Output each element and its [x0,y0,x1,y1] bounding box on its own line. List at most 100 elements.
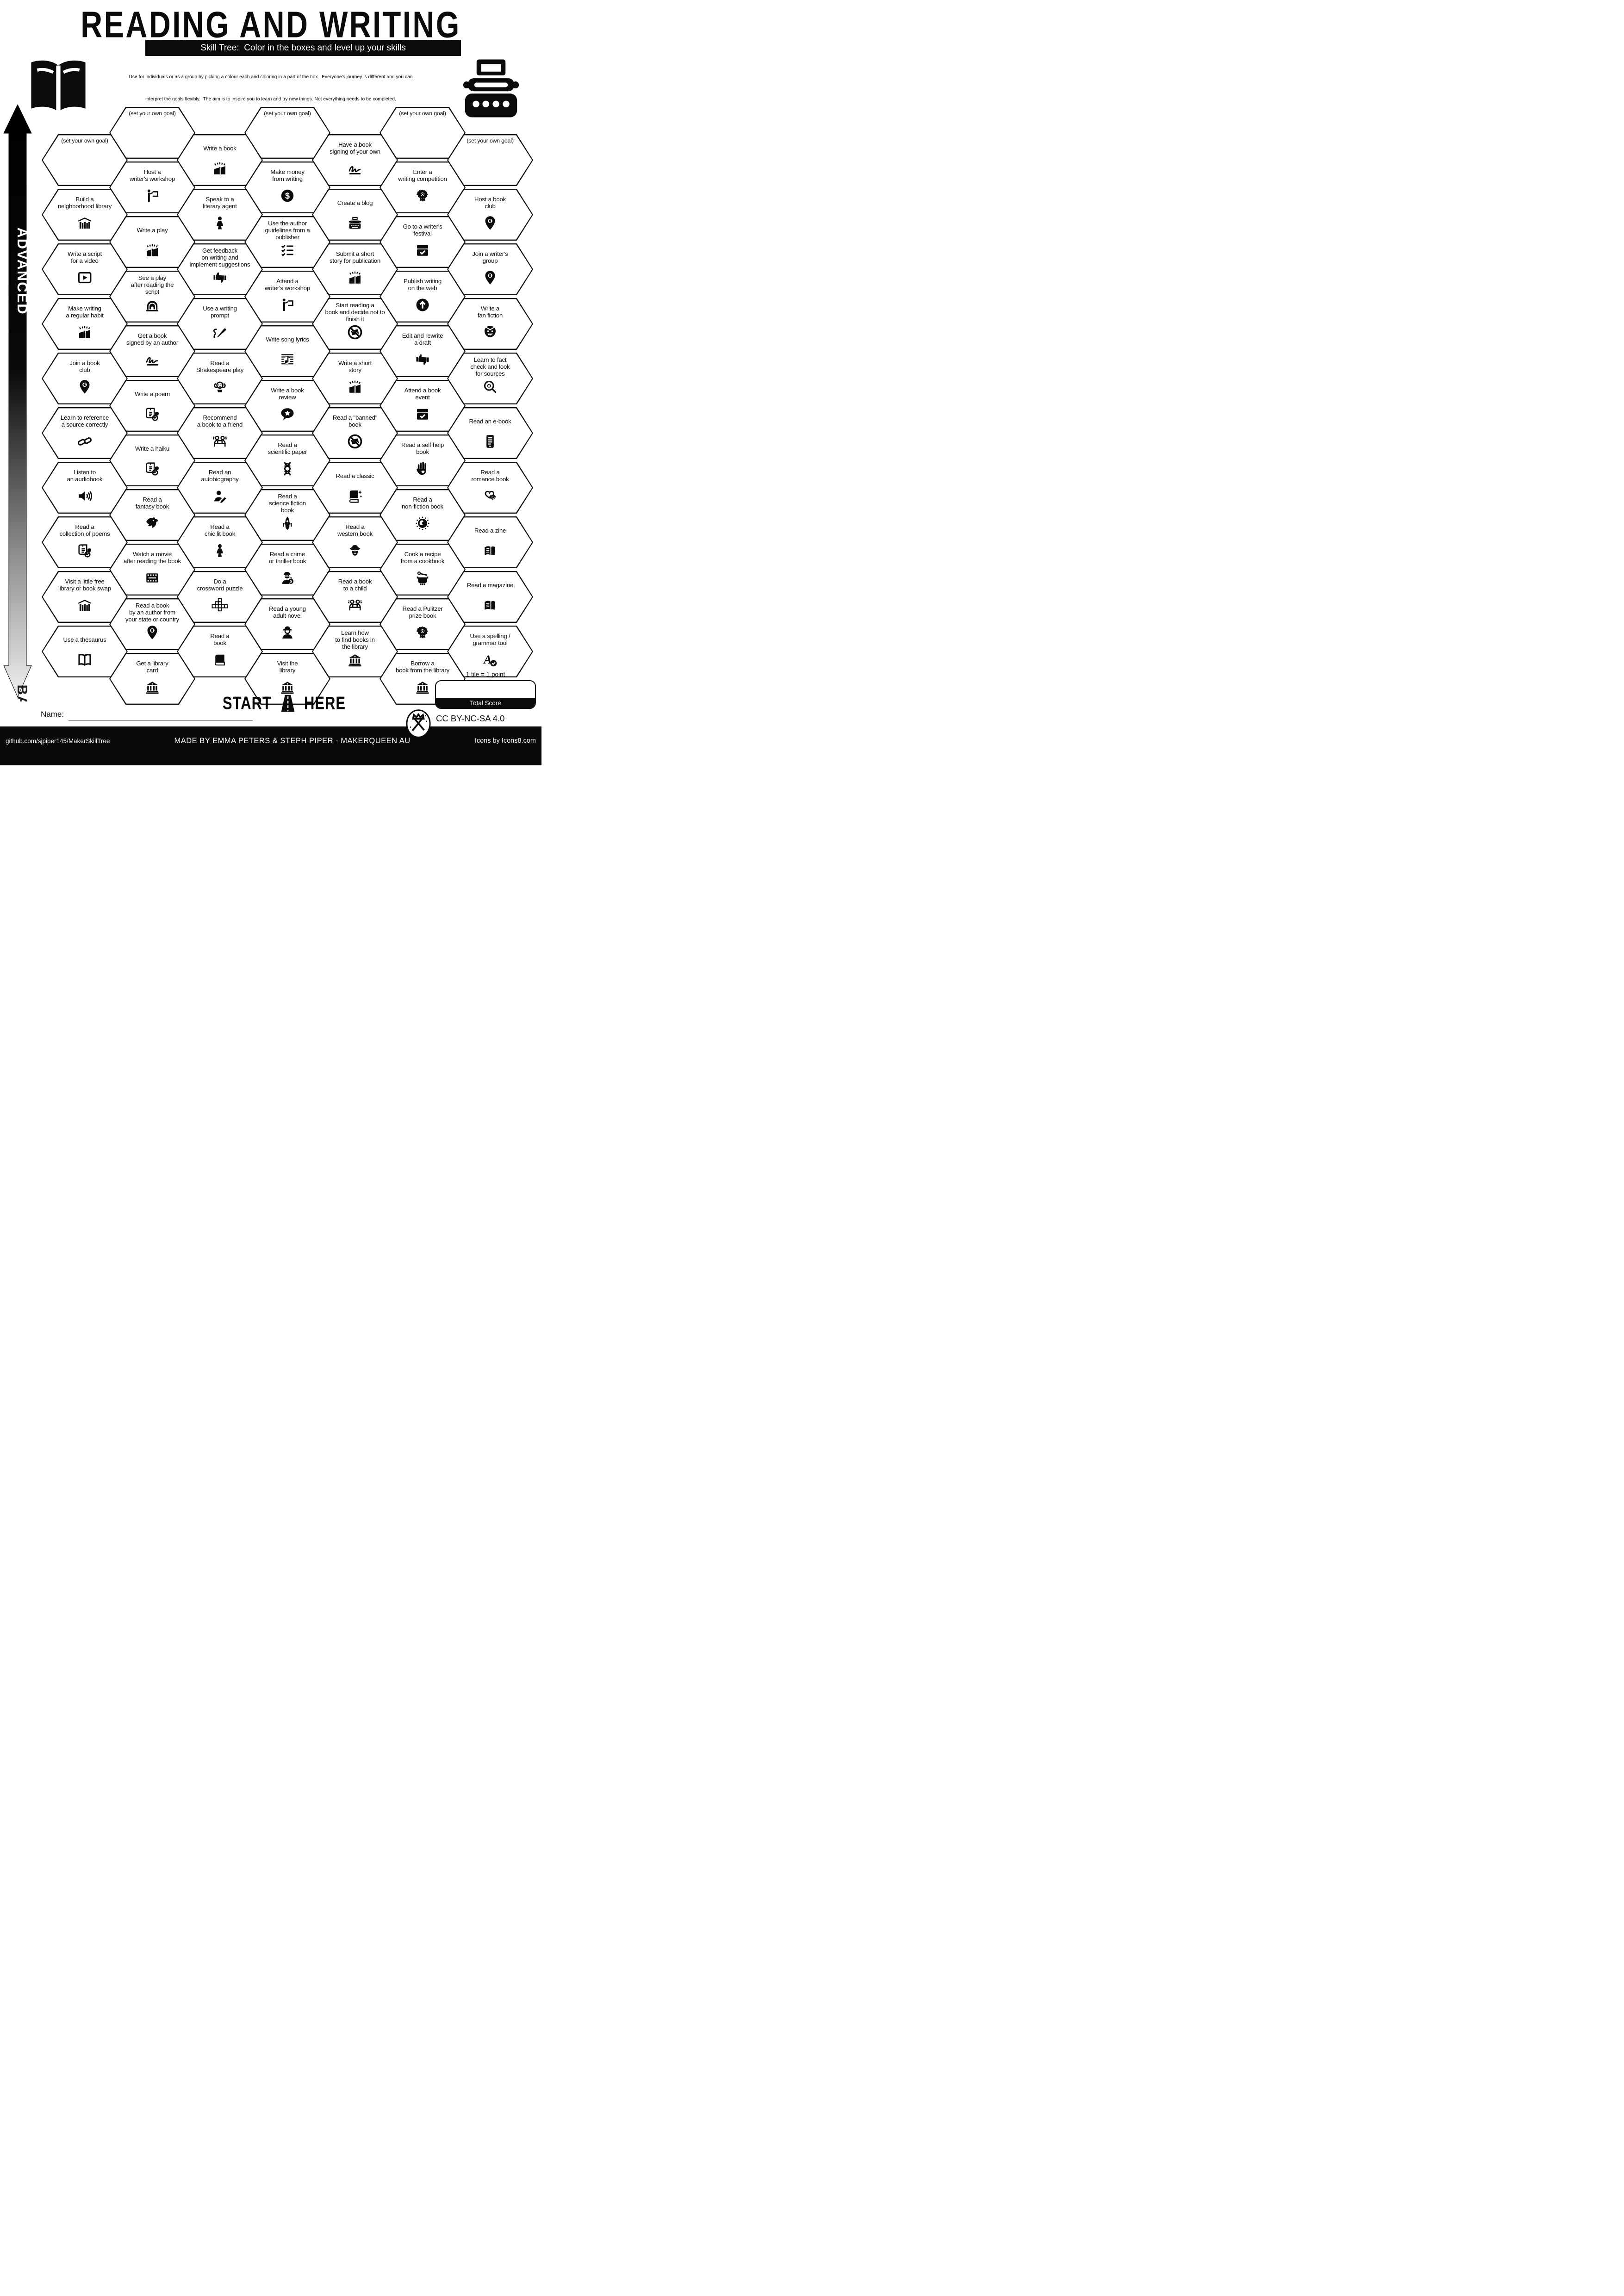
hex-tile[interactable]: Enter a writing competition [380,161,466,213]
hex-tile[interactable]: Use a writing prompt [177,298,263,350]
hex-tile[interactable]: Use a thesaurus [42,626,128,677]
hex-tile[interactable]: Read a young adult novel [244,598,330,650]
hex-tile-label: Borrow a book from the library [395,660,449,674]
hex-tile[interactable]: Make writing a regular habit [42,298,128,350]
hex-tile-label: Read a scientific paper [268,441,307,456]
hex-tile[interactable]: Read a collection of poems [42,516,128,568]
hex-tile[interactable]: Build a neighborhood library [42,189,128,241]
hex-tile[interactable]: Learn how to find books in the library [312,626,398,677]
hex-tile[interactable]: Use the author guidelines from a publish… [244,216,330,268]
thumbs-icon [414,351,431,368]
hex-tile[interactable]: Get a book signed by an author [109,325,195,377]
hex-tile[interactable]: Do a crossword puzzle [177,571,263,623]
signature-icon [144,351,161,368]
hex-tile[interactable]: Read a crime or thriller book $ [244,544,330,596]
hex-tile[interactable]: Read a classic [312,462,398,514]
hex-tile[interactable]: Read a magazine [447,571,533,623]
hex-tile[interactable]: Attend a book event [380,380,466,432]
hex-tile[interactable]: Join a book club [42,353,128,404]
description-line1: Use for individuals or as a group by pic… [129,74,413,80]
hex-tile[interactable]: Write a fan fiction [447,298,533,350]
hex-tile[interactable]: Join a writer's group [447,243,533,295]
hex-tile[interactable]: Read a book [177,626,263,677]
hex-tile[interactable]: Learn to fact check and look for sources [447,353,533,404]
hex-tile[interactable]: Read an autobiography [177,462,263,514]
hex-tile[interactable]: Publish writing on the web [380,271,466,323]
hex-tile[interactable]: Host a book club [447,189,533,241]
hex-tile[interactable]: Read a scientific paper [244,434,330,486]
hex-tile[interactable]: See a play after reading the script [109,271,195,323]
hex-tile[interactable]: Read a Shakespeare play [177,353,263,404]
hex-tile[interactable]: Start reading a book and decide not to f… [312,298,398,350]
hex-tile[interactable]: Learn to reference a source correctly [42,407,128,459]
hex-tile[interactable]: Read a book to a child [312,571,398,623]
dna-icon [279,460,296,477]
music-sheet-icon [279,351,296,368]
hex-tile[interactable]: Get a library card [109,653,195,705]
hex-tile[interactable]: Create a blog [312,189,398,241]
hex-tile[interactable]: Read a fantasy book [109,489,195,541]
open-book-icon [24,52,101,120]
hex-tile[interactable]: Write a short story [312,353,398,404]
hex-tile[interactable]: Speak to a literary agent [177,189,263,241]
hex-tile[interactable]: (set your own goal) [380,107,466,159]
location-pin-icon [144,624,161,641]
hex-tile[interactable]: Write a book [177,134,263,186]
hex-tile[interactable]: Write song lyrics [244,325,330,377]
hex-tile-label: Enter a writing competition [398,168,447,183]
hex-tile[interactable]: Read a non-fiction book [380,489,466,541]
hex-tile[interactable]: (set your own goal) [109,107,195,159]
hex-tile[interactable]: Listen to an audiobook [42,462,128,514]
hex-tile[interactable]: Attend a writer's workshop [244,271,330,323]
hex-tile-label: (set your own goal) [61,137,108,144]
friends-laptop-icon [347,597,363,614]
hex-tile-label: Read a classic [336,472,374,479]
hex-tile[interactable]: Read a Pulitzer prize book [380,598,466,650]
hex-tile[interactable]: Read a chic lit book [177,516,263,568]
hex-tile[interactable]: Get feedback on writing and implement su… [177,243,263,295]
hex-tile[interactable]: Read a "banned" book [312,407,398,459]
hex-tile[interactable]: Host a writer's workshop [109,161,195,213]
hex-tile[interactable]: Write a script for a video [42,243,128,295]
hex-tile-label: Read a Pulitzer prize book [402,605,443,620]
no-book-icon [347,433,363,450]
hearts-icon [482,488,498,504]
hex-tile[interactable]: Have a book signing of your own [312,134,398,186]
hex-tile[interactable]: Submit a short story for publication [312,243,398,295]
hex-tile[interactable]: Recommend a book to a friend [177,407,263,459]
hex-tile-label: Read a romance book [471,469,509,483]
hex-tile[interactable]: Visit a little free library or book swap [42,571,128,623]
hex-tile[interactable]: Make money from writing $ [244,161,330,213]
hex-tile-label: Read a Shakespeare play [196,360,244,374]
hex-tile[interactable]: Write a book review [244,380,330,432]
hex-tile[interactable]: Cook a recipe from a cookbook [380,544,466,596]
hex-tile-label: Use a spelling / grammar tool [470,633,510,647]
hex-tile[interactable]: Read a zine [447,516,533,568]
hex-tile-label: Write a book review [271,387,304,401]
hex-tile[interactable]: Read a self help book [380,434,466,486]
hex-tile[interactable]: Read a romance book [447,462,533,514]
hex-tile[interactable]: Edit and rewrite a draft [380,325,466,377]
hex-tile[interactable]: Read a western book [312,516,398,568]
hex-tile[interactable]: Read an e-book [447,407,533,459]
open-book-icon [76,652,93,668]
hex-tile[interactable]: Read a book by an author from your state… [109,598,195,650]
hex-tile[interactable]: Write a play [109,216,195,268]
cowboy-icon [347,542,363,559]
hex-tile-label: Learn to reference a source correctly [60,414,109,428]
hex-tile[interactable]: (set your own goal) [447,134,533,186]
hex-tile[interactable]: Write a haiku [109,434,195,486]
hex-tile[interactable]: (set your own goal) [42,134,128,186]
hex-tile[interactable]: (set your own goal) [244,107,330,159]
hex-tile[interactable]: Visit the library [244,653,330,705]
hex-tile[interactable]: Write a poem [109,380,195,432]
checklist-icon [279,242,296,259]
speech-star-icon [279,406,296,422]
hex-tile[interactable]: Watch a movie after reading the book [109,544,195,596]
hex-tile[interactable]: Read a science fiction book [244,489,330,541]
hex-tile[interactable]: Use a spelling / grammar tool A [447,626,533,677]
hex-tile-label: See a play after reading the script [131,274,174,295]
upload-circle-icon [414,297,431,313]
hex-tile[interactable]: Go to a writer's festival [380,216,466,268]
total-score-box[interactable]: Total Score [435,680,536,709]
